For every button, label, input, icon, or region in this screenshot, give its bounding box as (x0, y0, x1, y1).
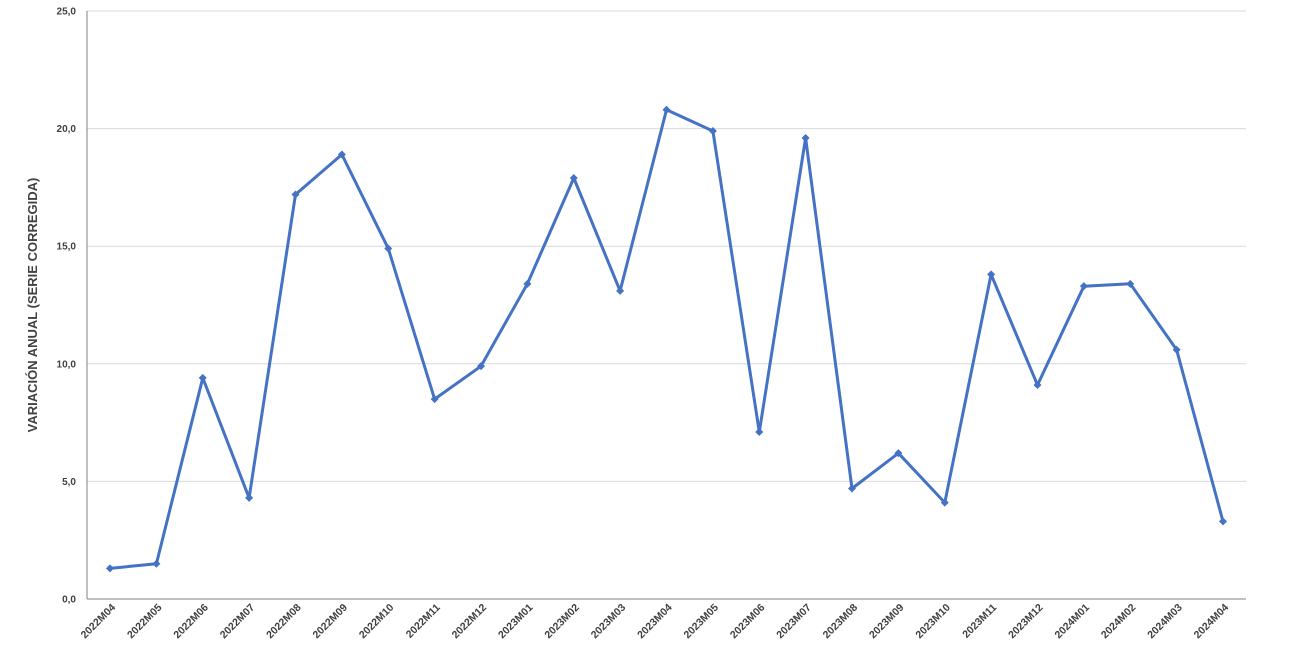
x-tick-label: 2023M09 (867, 602, 907, 642)
data-point-marker (755, 428, 764, 437)
data-point-marker (940, 498, 949, 507)
x-tick-label: 2023M01 (496, 602, 536, 642)
x-tick-label: 2024M03 (1145, 602, 1185, 642)
x-tick-label: 2023M04 (635, 602, 675, 642)
x-tick-label: 2022M08 (264, 602, 304, 642)
data-point-marker (848, 484, 856, 493)
x-tick-label: 2022M12 (450, 602, 490, 642)
data-point-marker (616, 286, 625, 295)
x-tick-label: 2023M10 (913, 602, 953, 642)
x-tick-label: 2023M05 (682, 602, 722, 642)
x-tick-label: 2022M10 (357, 602, 397, 642)
y-tick-label: 0,0 (62, 595, 76, 606)
y-tick-label: 10,0 (57, 359, 77, 370)
x-tick-label: 2024M02 (1099, 602, 1139, 642)
data-point-marker (523, 279, 532, 288)
x-tick-label: 2022M06 (171, 602, 211, 642)
data-point-marker (1172, 345, 1181, 354)
data-point-marker (569, 173, 578, 182)
data-point-marker (1079, 282, 1088, 291)
axes (86, 11, 1246, 600)
data-point-marker (987, 270, 996, 279)
x-tick-label: 2022M07 (218, 602, 258, 642)
x-tick-labels: 2022M04 2022M05 2022M06 2022M07 2022M08 2022M… (79, 602, 1232, 642)
y-tick-label: 20,0 (57, 124, 77, 135)
x-tick-label: 2022M09 (311, 602, 351, 642)
data-point-marker (245, 493, 254, 502)
data-point-marker (106, 564, 114, 573)
series-line-group (106, 105, 1227, 573)
x-tick-label: 2023M08 (821, 602, 861, 642)
data-point-marker (1033, 380, 1042, 389)
data-point-marker (430, 395, 439, 404)
y-tick-label: 15,0 (57, 242, 77, 253)
data-point-marker (198, 373, 207, 382)
x-tick-label: 2023M07 (774, 602, 814, 642)
data-point-marker (384, 244, 393, 253)
series-line (108, 108, 1225, 570)
gridlines (87, 10, 1246, 482)
data-point-marker (152, 559, 161, 568)
x-tick-label: 2023M12 (1006, 602, 1046, 642)
y-tick-label: 25,0 (57, 7, 77, 18)
data-point-marker (337, 150, 346, 159)
x-tick-label: 2024M01 (1053, 602, 1093, 642)
x-tick-label: 2022M11 (404, 602, 443, 641)
data-point-marker (477, 362, 485, 371)
x-tick-label: 2024M04 (1192, 602, 1232, 642)
data-point-marker (662, 105, 671, 114)
data-point-marker (708, 126, 717, 135)
x-tick-label: 2022M05 (125, 602, 165, 642)
y-axis-label: VARIACIÓN ANUAL (SERIE CORREGIDA) (25, 178, 40, 433)
x-tick-label: 2023M06 (728, 602, 768, 642)
y-tick-labels: 0,0 5,0 10,0 15,0 20,0 25,0 (57, 7, 77, 606)
data-point-marker (291, 190, 300, 199)
x-tick-label: 2022M04 (79, 602, 119, 642)
data-point-marker (1219, 517, 1227, 526)
x-tick-label: 2023M11 (960, 602, 999, 641)
x-tick-label: 2023M03 (589, 602, 629, 642)
data-point-marker (894, 449, 903, 458)
data-point-marker (1126, 279, 1135, 288)
y-tick-label: 5,0 (62, 477, 76, 488)
x-tick-label: 2023M02 (542, 602, 582, 642)
data-point-marker (801, 134, 810, 143)
